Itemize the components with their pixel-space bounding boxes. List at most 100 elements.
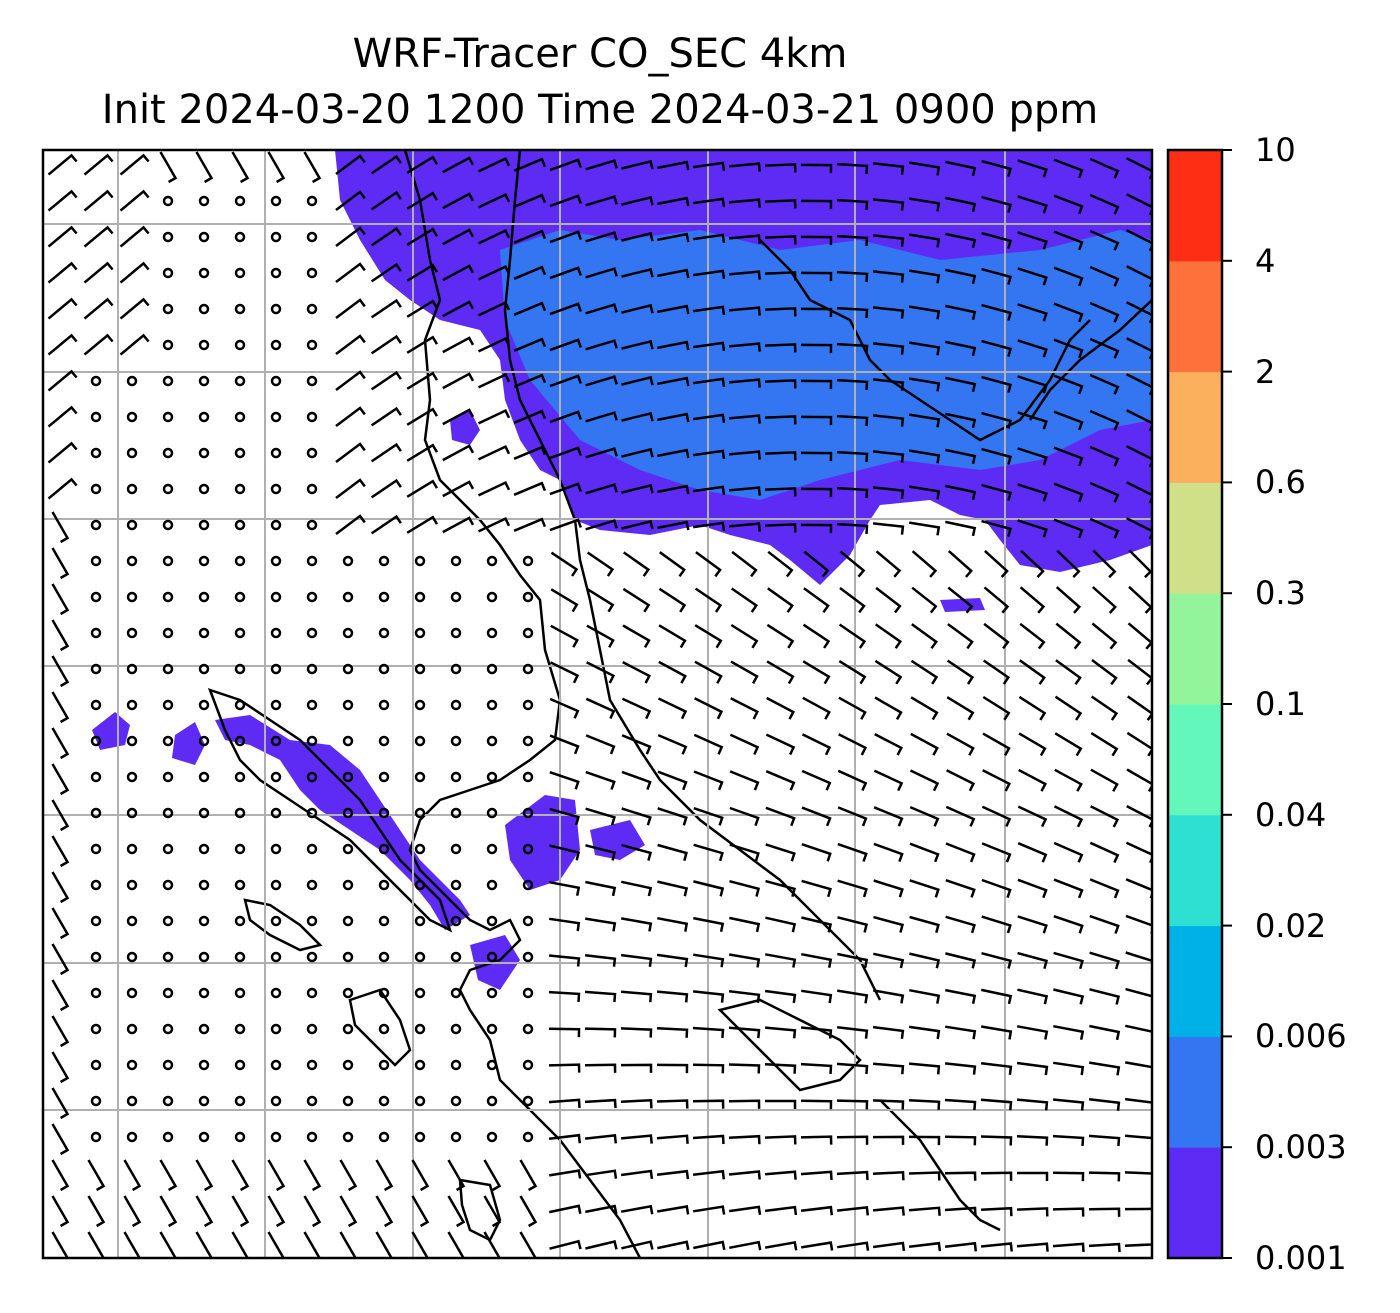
wind-barb bbox=[1053, 410, 1084, 431]
wind-barb bbox=[513, 265, 547, 280]
coastline-peninsula bbox=[207, 687, 453, 933]
wind-barb bbox=[837, 879, 868, 898]
colorbar-tick-label: 2 bbox=[1255, 352, 1276, 391]
wind-calm-marker bbox=[306, 339, 318, 351]
wind-barb bbox=[945, 412, 977, 429]
wind-barb bbox=[549, 194, 582, 208]
wind-barb bbox=[483, 1195, 502, 1228]
wind-barb bbox=[442, 408, 475, 426]
wind-barb bbox=[692, 1063, 725, 1074]
wind-barb bbox=[946, 696, 975, 721]
wind-calm-marker bbox=[198, 303, 210, 315]
wind-barb bbox=[801, 769, 832, 791]
wind-barb bbox=[800, 1099, 833, 1110]
wind-barb bbox=[406, 407, 439, 426]
wind-barb bbox=[621, 411, 654, 422]
wind-barb bbox=[622, 551, 651, 577]
wind-barb bbox=[585, 770, 616, 790]
wind-calm-marker bbox=[306, 591, 318, 603]
wind-calm-marker bbox=[450, 915, 462, 927]
colorbar-segment bbox=[1168, 150, 1222, 262]
wind-barb bbox=[981, 842, 1012, 863]
wind-barb bbox=[585, 339, 618, 351]
wind-barb bbox=[839, 550, 866, 578]
wind-barb bbox=[836, 450, 869, 462]
wind-barb bbox=[586, 661, 616, 684]
wind-calm-marker bbox=[234, 735, 246, 747]
wind-barb bbox=[908, 485, 941, 500]
wind-calm-marker bbox=[198, 735, 210, 747]
colorbar-tick-label: 0.3 bbox=[1255, 574, 1306, 613]
wind-barb bbox=[947, 623, 974, 650]
wind-calm-marker bbox=[522, 807, 534, 819]
wind-calm-marker bbox=[342, 915, 354, 927]
wind-barb bbox=[872, 414, 905, 427]
wind-calm-marker bbox=[198, 195, 210, 207]
wind-calm-marker bbox=[342, 627, 354, 639]
wind-calm-marker bbox=[378, 591, 390, 603]
wind-calm-marker bbox=[522, 699, 534, 711]
wind-calm-marker bbox=[522, 1023, 534, 1035]
wind-barb bbox=[729, 1205, 762, 1215]
wind-calm-marker bbox=[306, 627, 318, 639]
wind-calm-marker bbox=[162, 843, 174, 855]
wind-barb bbox=[339, 1195, 358, 1228]
wind-barb bbox=[657, 268, 690, 279]
wind-barb bbox=[656, 1169, 690, 1180]
wind-calm-marker bbox=[306, 663, 318, 675]
wind-calm-marker bbox=[198, 1131, 210, 1143]
wind-calm-marker bbox=[90, 375, 102, 387]
wind-barb bbox=[800, 163, 833, 174]
wind-barb bbox=[728, 953, 761, 968]
wind-barb bbox=[693, 843, 724, 862]
wind-calm-marker bbox=[270, 699, 282, 711]
wind-barb bbox=[549, 917, 581, 932]
wind-barb bbox=[764, 1170, 797, 1180]
wind-calm-marker bbox=[198, 807, 210, 819]
wind-barb bbox=[693, 485, 726, 495]
wind-calm-marker bbox=[162, 231, 174, 243]
wind-barb bbox=[335, 334, 366, 355]
wind-barb bbox=[836, 414, 869, 426]
wind-barb bbox=[836, 522, 869, 534]
wind-barb bbox=[119, 189, 150, 212]
wind-barb bbox=[1017, 915, 1048, 934]
wind-barb bbox=[442, 516, 475, 534]
wind-calm-marker bbox=[306, 1095, 318, 1107]
wind-barb bbox=[1019, 622, 1046, 650]
wind-barb bbox=[657, 733, 688, 755]
wind-barb bbox=[980, 1242, 1013, 1252]
wind-calm-marker bbox=[522, 663, 534, 675]
wind-calm-marker bbox=[486, 771, 498, 783]
wind-calm-marker bbox=[126, 483, 138, 495]
wind-barb bbox=[657, 843, 688, 862]
coastline-layer bbox=[207, 150, 1152, 1258]
wind-barb bbox=[836, 1170, 869, 1181]
wind-calm-marker bbox=[378, 699, 390, 711]
coastline-island-1 bbox=[348, 988, 412, 1067]
wind-barb bbox=[765, 879, 797, 898]
wind-calm-marker bbox=[234, 339, 246, 351]
wind-calm-marker bbox=[486, 1095, 498, 1107]
wind-barb bbox=[1089, 409, 1120, 431]
wind-barb bbox=[658, 587, 687, 613]
wind-calm-marker bbox=[270, 195, 282, 207]
wind-calm-marker bbox=[234, 591, 246, 603]
wind-calm-marker bbox=[270, 987, 282, 999]
wind-calm-marker bbox=[270, 771, 282, 783]
wind-barb bbox=[983, 622, 1010, 650]
wind-barb bbox=[873, 806, 904, 827]
wind-barb bbox=[945, 448, 977, 465]
wind-barb bbox=[837, 952, 869, 969]
wind-barb bbox=[584, 917, 617, 932]
wind-barb bbox=[838, 623, 867, 649]
wind-barb bbox=[620, 990, 653, 1003]
wind-barb bbox=[83, 189, 114, 212]
wind-barb bbox=[1017, 842, 1048, 863]
wind-barb bbox=[764, 1026, 797, 1039]
wind-barb bbox=[1052, 1242, 1085, 1252]
wind-calm-marker bbox=[486, 591, 498, 603]
wind-barb bbox=[836, 1062, 869, 1075]
wind-barb bbox=[442, 372, 475, 390]
wind-barb bbox=[87, 1159, 106, 1192]
